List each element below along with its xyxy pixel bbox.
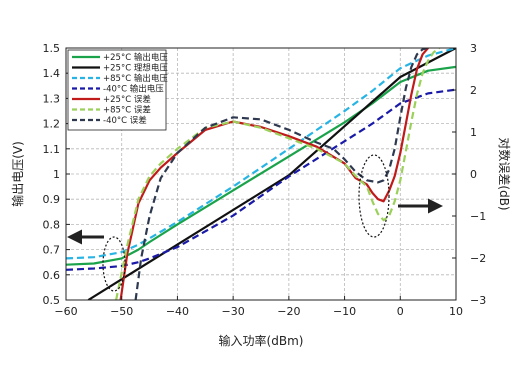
legend-box <box>67 49 167 131</box>
series-line-0 <box>66 65 456 266</box>
y-left-tick-label: 1.2 <box>43 118 61 131</box>
y-left-tick-label: 1.1 <box>43 143 61 156</box>
x-tick-label: −50 <box>110 305 133 318</box>
legend-label-1: +25°C 理想电压 <box>103 63 168 74</box>
series-line-6 <box>134 48 429 300</box>
series-line-2 <box>66 48 456 260</box>
x-tick-label: −40 <box>166 305 189 318</box>
y-right-tick-label: −1 <box>470 210 486 223</box>
right-curves-ellipse <box>358 154 390 238</box>
y-right-tick-label: 0 <box>470 168 477 181</box>
series-line-3 <box>66 88 456 271</box>
y-left-tick-label: 0.5 <box>43 294 61 307</box>
x-tick-label: −10 <box>333 305 356 318</box>
x-tick-label: 10 <box>449 305 463 318</box>
y-right-tick-label: −2 <box>470 252 486 265</box>
y-left-tick-label: 0.8 <box>43 218 61 231</box>
legend-label-3: -40°C 输出电压 <box>103 84 164 95</box>
legend-label-2: +85°C 输出电压 <box>103 73 168 84</box>
series-layer <box>66 48 456 300</box>
y-left-tick-label: 0.7 <box>43 244 61 257</box>
x-tick-label: 0 <box>397 305 404 318</box>
y-right-tick-label: 1 <box>470 126 477 139</box>
annotations <box>67 154 443 292</box>
legend-label-0: +25°C 输出电压 <box>103 52 168 63</box>
y-left-tick-label: 1.3 <box>43 92 61 105</box>
y-left-axis-label: 输出电压(V) <box>10 141 25 207</box>
y-left-tick-label: 0.6 <box>43 269 61 282</box>
legend-label-6: -40°C 误差 <box>103 115 147 126</box>
y-right-tick-label: 3 <box>470 42 477 55</box>
legend-label-5: +85°C 误差 <box>103 105 151 116</box>
y-left-tick-label: 1 <box>53 168 60 181</box>
left-curves-ellipse <box>102 236 126 292</box>
y-left-tick-label: 1.5 <box>43 42 61 55</box>
x-tick-label: −60 <box>54 305 77 318</box>
y-right-axis-ticks: −3 −2 −1 0 1 2 3 <box>452 42 486 307</box>
x-tick-label: −20 <box>277 305 300 318</box>
x-axis-ticks: −60 −50 −40 −30 −20 −10 0 10 <box>54 296 463 318</box>
x-tick-label: −30 <box>222 305 245 318</box>
y-left-tick-label: 0.9 <box>43 193 61 206</box>
legend-label-4: +25°C 误差 <box>103 94 151 105</box>
x-axis-label: 输入功率(dBm) <box>219 333 304 348</box>
series-line-4 <box>119 48 429 300</box>
y-right-tick-label: 2 <box>470 84 477 97</box>
legend: +25°C 输出电压+25°C 理想电压+85°C 输出电压-40°C 输出电压… <box>67 49 168 131</box>
y-right-tick-label: −3 <box>470 294 486 307</box>
series-line-5 <box>115 48 440 300</box>
y-left-axis-ticks: 0.5 0.6 0.7 0.8 0.9 1 1.1 1.2 1.3 1.4 1.5 <box>43 42 70 307</box>
y-left-tick-label: 1.4 <box>43 67 61 80</box>
y-right-axis-label: 对数误差(dB) <box>497 137 512 210</box>
